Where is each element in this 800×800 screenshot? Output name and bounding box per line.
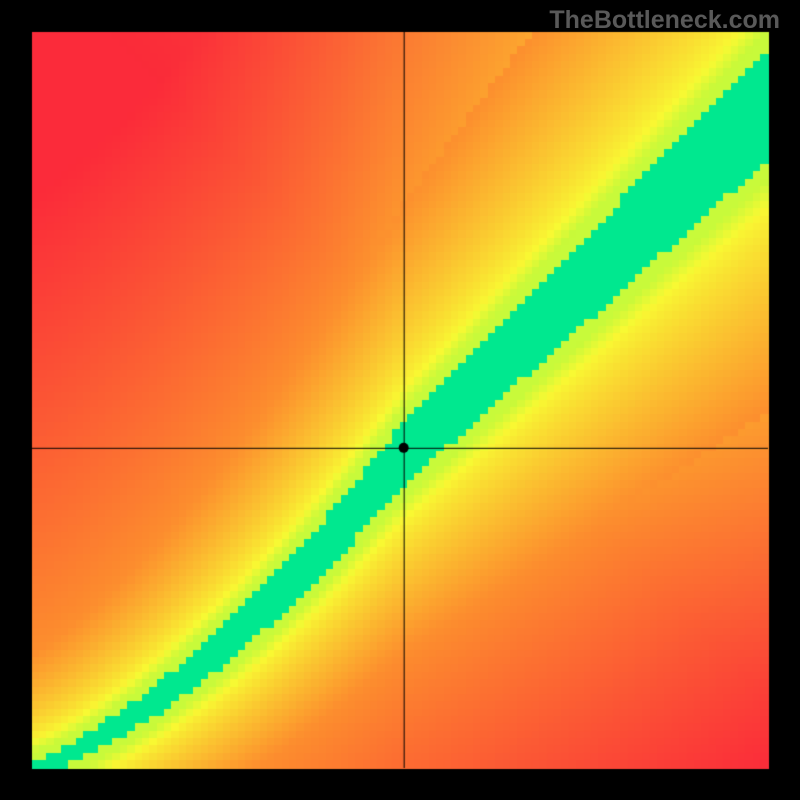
watermark-text: TheBottleneck.com [549,6,780,35]
chart-container: TheBottleneck.com [0,0,800,800]
heatmap-canvas [0,0,800,800]
